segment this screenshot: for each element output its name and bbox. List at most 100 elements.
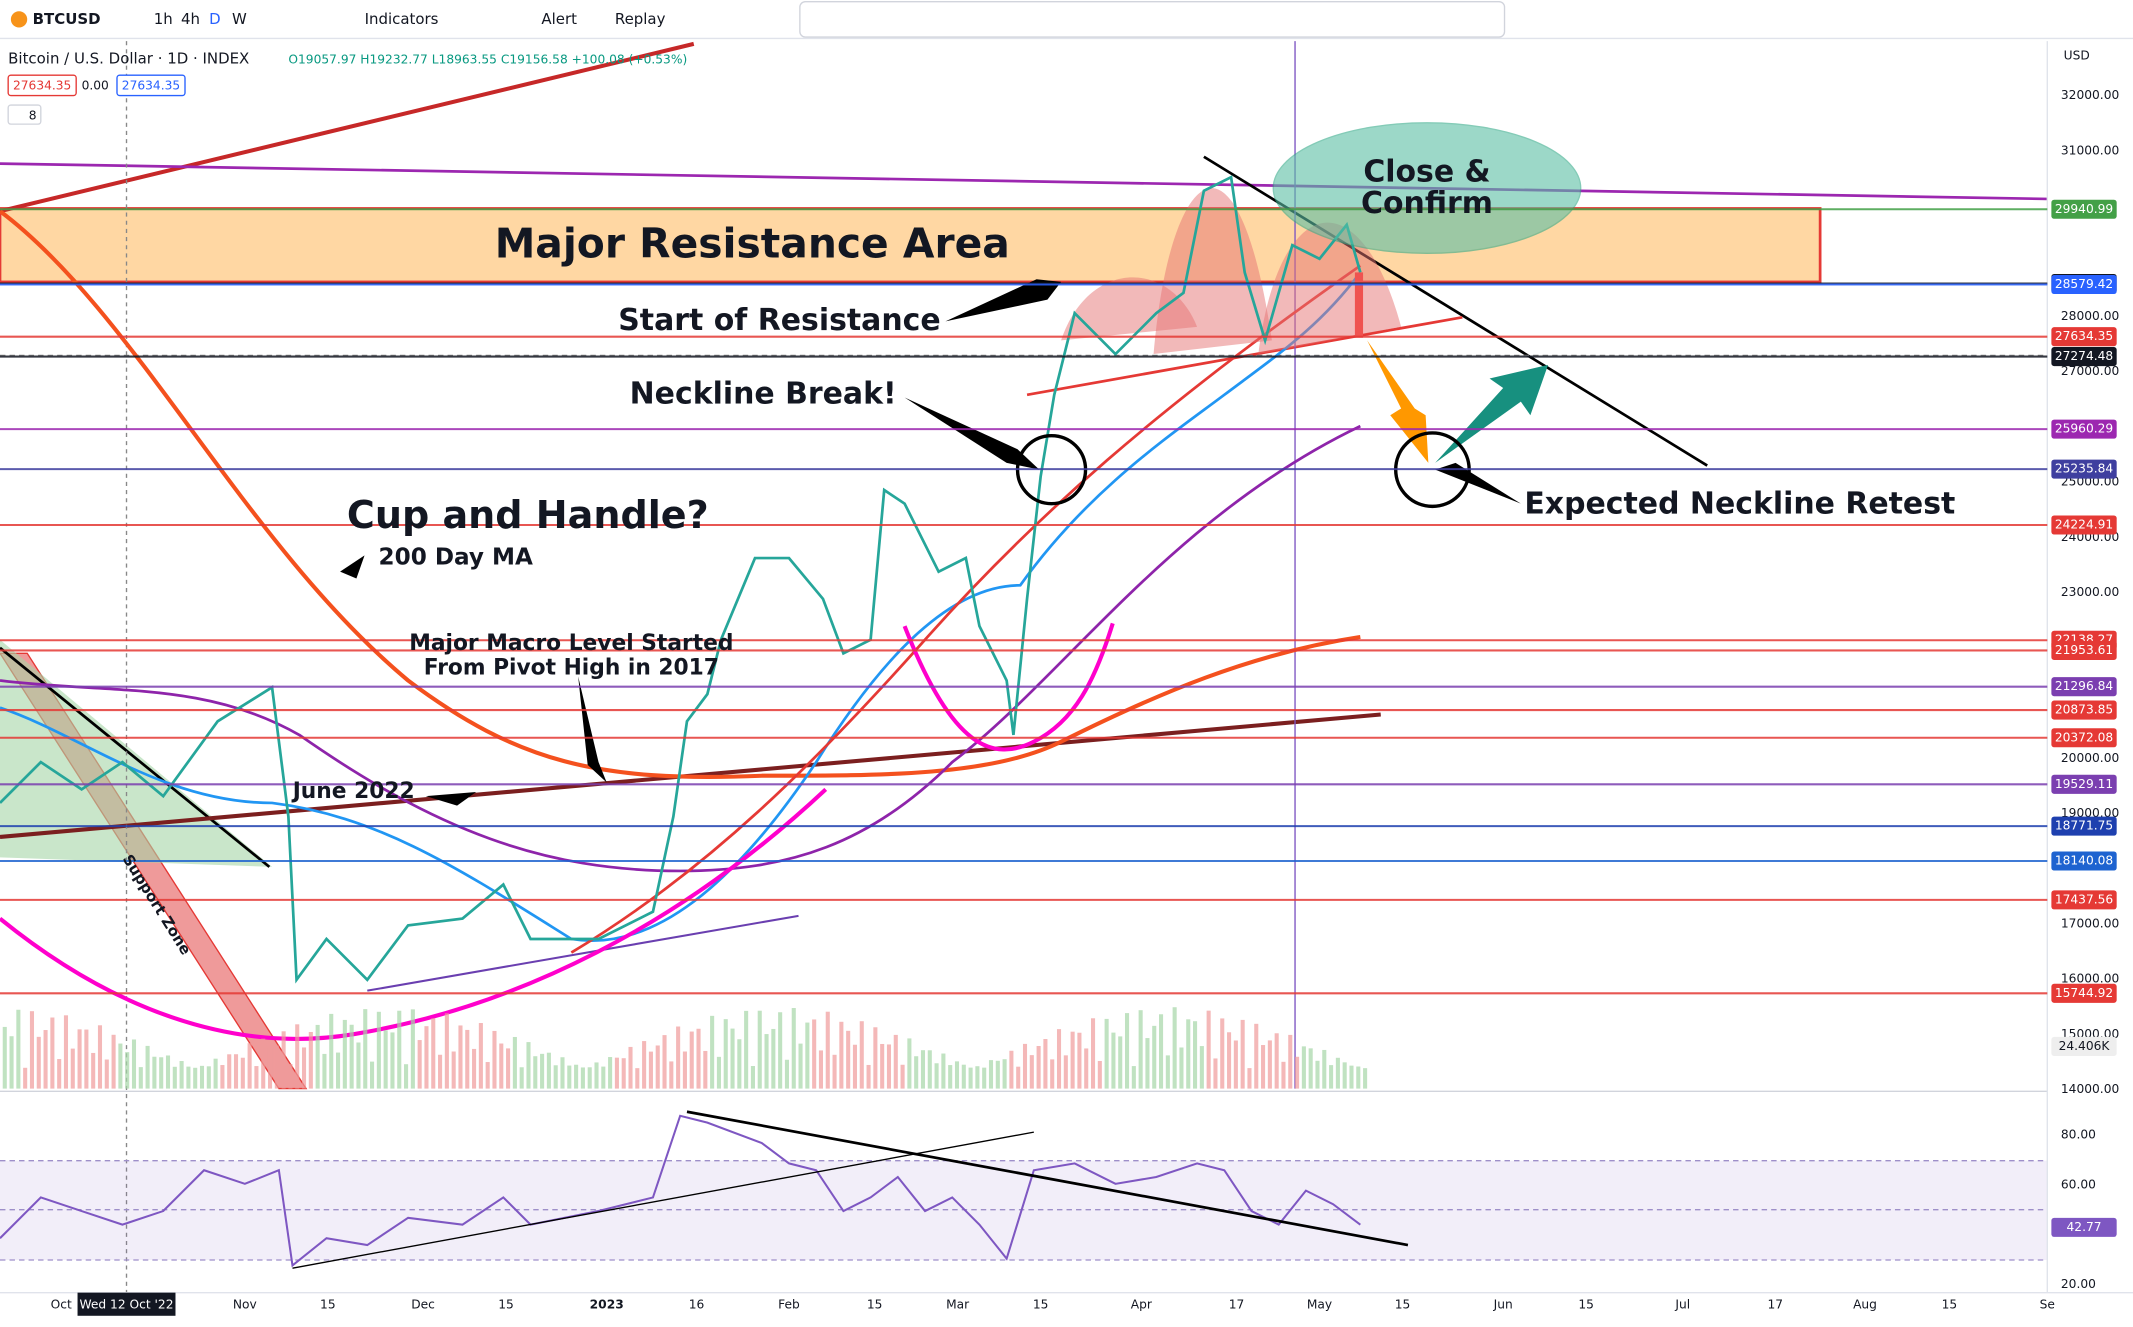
- volume-bar: [1131, 1066, 1136, 1089]
- time-label: Wed 12 Oct '22: [80, 1297, 174, 1311]
- volume-bar: [825, 1011, 830, 1089]
- toolbar-button[interactable]: Alert: [541, 10, 577, 28]
- volume-bar: [29, 1011, 35, 1089]
- volume-bar: [995, 1060, 1000, 1089]
- volume-bar: [1097, 1060, 1102, 1089]
- volume-bar: [118, 1043, 123, 1089]
- interval-button[interactable]: 4h: [181, 10, 200, 28]
- volume-bar: [9, 1036, 14, 1089]
- volume-bar: [614, 1057, 619, 1089]
- volume-bar: [546, 1052, 551, 1089]
- volume-bar: [927, 1050, 932, 1089]
- volume-bar: [628, 1046, 633, 1089]
- toolbar-button[interactable]: Indicators: [365, 10, 439, 28]
- interval-button[interactable]: D: [209, 10, 221, 28]
- toolbar-button[interactable]: Replay: [615, 10, 666, 28]
- interval-button[interactable]: 1h: [154, 10, 173, 28]
- trend-line: [367, 914, 799, 992]
- currency[interactable]: USD: [2064, 49, 2090, 63]
- volume-bar: [370, 1061, 375, 1089]
- volume-bar: [866, 1064, 871, 1089]
- handle-curve: [902, 622, 1115, 752]
- volume-bar: [642, 1041, 647, 1089]
- volume-bar: [648, 1051, 653, 1089]
- annotation: Major Resistance Area: [495, 220, 1010, 268]
- arrow: [1435, 462, 1521, 504]
- volume-bar: [682, 1051, 687, 1089]
- volume-bar: [594, 1062, 599, 1089]
- volume-bar: [540, 1053, 545, 1089]
- volume-bar: [608, 1057, 613, 1089]
- price-badge: [2051, 728, 2117, 748]
- time-label: Jun: [1493, 1297, 1513, 1311]
- price-badge: [2051, 983, 2117, 1003]
- volume-bar: [512, 1036, 517, 1089]
- volume-bar: [710, 1015, 715, 1089]
- volume-bar: [934, 1063, 939, 1089]
- volume-bar: [669, 1061, 674, 1089]
- volume-bar: [805, 1022, 810, 1089]
- volume-bar: [227, 1054, 232, 1089]
- volume-bar: [424, 1026, 429, 1089]
- time-label: 17: [1229, 1297, 1245, 1311]
- volume-bar: [199, 1065, 205, 1089]
- price-badge-text: 28579.42: [2055, 277, 2113, 291]
- volume-bar: [247, 1043, 252, 1089]
- volume-bar: [621, 1058, 626, 1089]
- rsi-label: 20.00: [2061, 1277, 2096, 1291]
- price-badge-text: 25960.29: [2055, 422, 2113, 436]
- last-candle: [1354, 272, 1364, 338]
- arrow: [425, 792, 477, 806]
- arrow: [1367, 340, 1429, 463]
- volume-bar: [982, 1067, 987, 1089]
- volume-bar: [1029, 1055, 1034, 1089]
- volume-bar: [975, 1066, 980, 1089]
- volume-bar: [764, 1034, 769, 1089]
- price-badge: [2051, 274, 2117, 295]
- volume-bar: [1145, 1038, 1150, 1089]
- rsi-badge-text: 42.77: [2067, 1220, 2102, 1234]
- time-label: 15: [320, 1297, 336, 1311]
- ma-200: [0, 209, 1361, 779]
- rsi-label: 80.00: [2061, 1127, 2096, 1141]
- volume-bar: [23, 1067, 28, 1089]
- volume-bar: [1199, 1046, 1204, 1089]
- volume-bar: [907, 1038, 912, 1089]
- volume-bar: [125, 1052, 130, 1089]
- volume-bar: [213, 1058, 218, 1089]
- volume-bar: [1165, 1055, 1170, 1089]
- volume-bar: [1301, 1046, 1306, 1089]
- price-badge-text: 18140.08: [2055, 854, 2113, 868]
- volume-bar: [499, 1043, 504, 1089]
- volume-bar: [397, 1010, 402, 1089]
- volume-bar: [1240, 1019, 1245, 1089]
- volume-bar: [152, 1056, 157, 1089]
- volume-bar: [472, 1048, 477, 1089]
- time-label: Mar: [946, 1297, 970, 1311]
- volume-bar: [1193, 1021, 1198, 1089]
- volume-bar: [329, 1013, 334, 1089]
- volume-bar: [57, 1059, 62, 1089]
- legend-badge-text: 27634.35: [13, 79, 71, 93]
- interval-button[interactable]: W: [232, 10, 247, 28]
- price-badge-text: 19529.11: [2055, 777, 2113, 791]
- shoulder: [1258, 222, 1402, 355]
- volume-bar: [716, 1056, 721, 1089]
- volume-bar: [172, 1066, 177, 1089]
- price-badge: [2051, 640, 2117, 660]
- volume-bar: [533, 1056, 538, 1089]
- volume-bar: [281, 1031, 286, 1089]
- time-label: 15: [1395, 1297, 1411, 1311]
- volume-bar: [818, 1050, 824, 1089]
- price-badge: [2051, 515, 2117, 535]
- symbol[interactable]: BTCUSD: [33, 10, 101, 28]
- volume-bar: [1247, 1068, 1252, 1089]
- volume-bar: [84, 1029, 89, 1089]
- annotation: From Pivot High in 2017: [424, 655, 719, 680]
- volume-bar: [2, 1026, 7, 1089]
- price-badge: [2051, 700, 2117, 720]
- volume-bar: [1118, 1036, 1123, 1089]
- volume-bar: [1036, 1046, 1041, 1089]
- volume-bar: [342, 1019, 347, 1089]
